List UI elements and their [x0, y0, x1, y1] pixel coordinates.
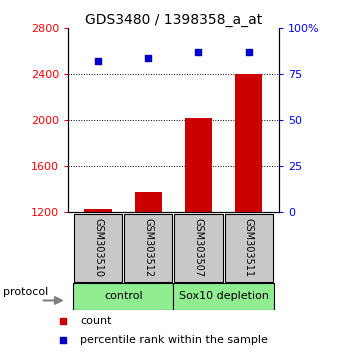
Title: GDS3480 / 1398358_a_at: GDS3480 / 1398358_a_at	[85, 13, 262, 27]
Point	[196, 50, 201, 55]
Text: protocol: protocol	[3, 287, 49, 297]
Bar	[235, 74, 262, 212]
Point	[146, 55, 151, 61]
Bar	[173, 283, 274, 310]
Text: GSM303511: GSM303511	[244, 218, 254, 277]
Bar	[84, 209, 112, 212]
Bar	[185, 118, 212, 212]
Bar	[124, 214, 172, 282]
Bar	[73, 283, 173, 310]
Point	[246, 50, 251, 55]
Bar	[74, 214, 122, 282]
Text: GSM303507: GSM303507	[193, 218, 204, 278]
Text: control: control	[104, 291, 142, 302]
Bar	[135, 192, 162, 212]
Text: Sox10 depletion: Sox10 depletion	[178, 291, 269, 302]
Text: GSM303510: GSM303510	[93, 218, 103, 277]
Text: percentile rank within the sample: percentile rank within the sample	[80, 335, 268, 345]
Point	[96, 59, 101, 64]
Text: count: count	[80, 316, 112, 326]
Bar	[174, 214, 223, 282]
Bar	[225, 214, 273, 282]
Point	[61, 318, 66, 324]
Point	[61, 337, 66, 343]
Text: GSM303512: GSM303512	[143, 218, 153, 278]
